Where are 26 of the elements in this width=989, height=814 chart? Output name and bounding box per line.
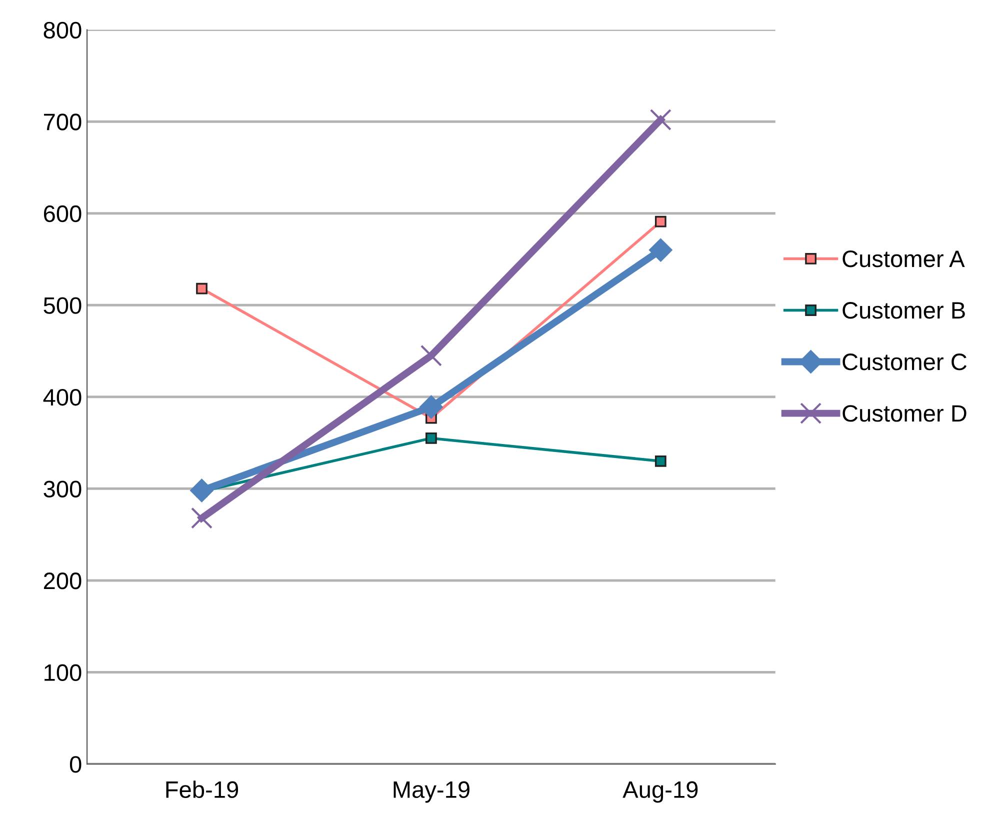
x-tick-label: Feb-19 [166, 780, 238, 798]
point [654, 455, 666, 467]
legend-label: Customer D [842, 405, 966, 422]
legend-label: Customer C [842, 354, 967, 370]
y-tick-label: 600 [44, 205, 82, 222]
y-tick-label: 200 [44, 572, 82, 590]
legend-label: Customer B [842, 302, 965, 319]
point [649, 238, 672, 262]
legend-label: Customer A [842, 250, 965, 268]
point [190, 478, 214, 502]
point [654, 216, 666, 228]
y-tick-label: 300 [44, 480, 82, 498]
y-tick-label: 100 [44, 664, 82, 682]
x-tick-label: May-19 [394, 781, 470, 803]
y-tick-label: 0 [70, 756, 82, 773]
y-tick-label: 800 [44, 22, 82, 39]
y-tick-label: 500 [44, 297, 82, 314]
point [420, 395, 443, 419]
point [650, 108, 672, 130]
x-tick-label: Aug-19 [622, 781, 698, 803]
point [420, 344, 442, 366]
point [196, 282, 208, 294]
point [426, 432, 437, 444]
y-tick-label: 400 [43, 388, 82, 406]
y-tick-label: 700 [44, 114, 82, 130]
point [190, 507, 213, 529]
